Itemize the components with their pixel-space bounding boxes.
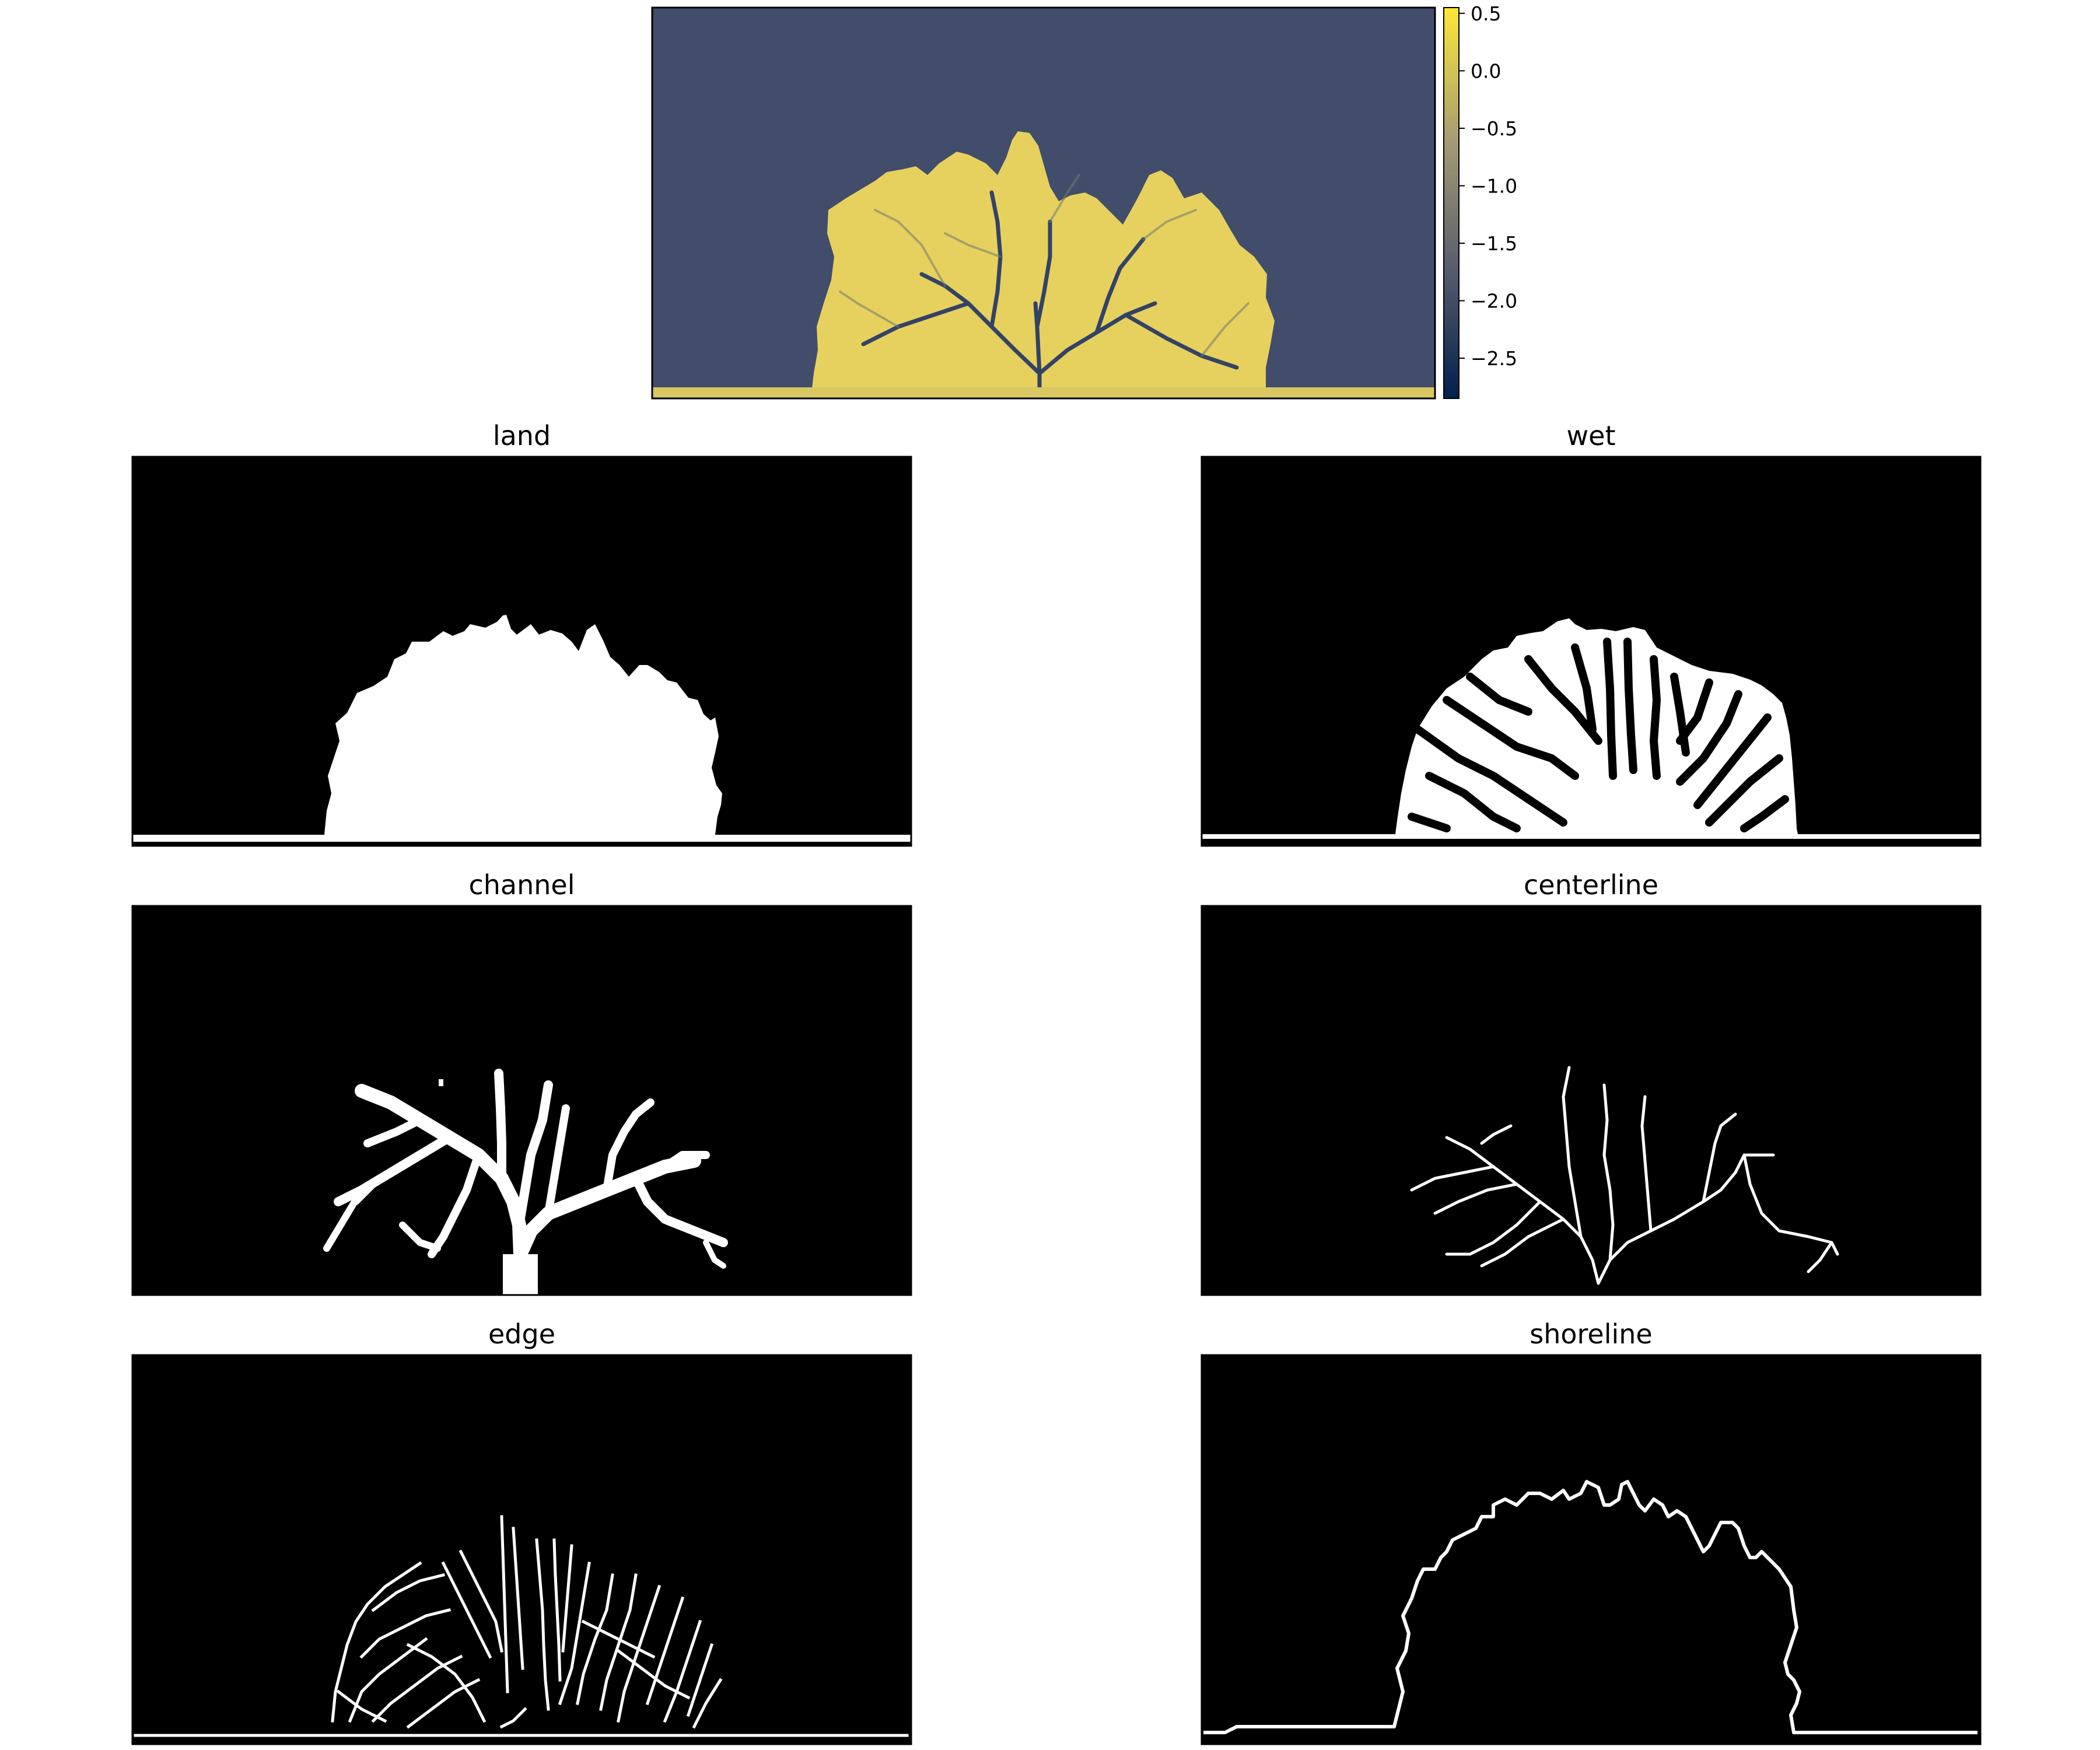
elevation-frame bbox=[651, 6, 1436, 400]
land-frame bbox=[131, 456, 912, 847]
panel-edge: edge bbox=[132, 1318, 911, 1744]
edge-shape bbox=[134, 1515, 909, 1737]
elevation-bottom-strip bbox=[652, 387, 1435, 398]
colorbar-tick-label: −2.5 bbox=[1471, 347, 1517, 370]
land-mask-region bbox=[132, 615, 911, 842]
land-shape bbox=[132, 615, 911, 842]
channel-shape bbox=[323, 1069, 728, 1295]
wet-frame bbox=[1200, 456, 1982, 847]
colorbar-tick-label: −2.0 bbox=[1471, 290, 1517, 313]
colorbar: 0.5 0.0 −0.5 −1.0 −1.5 −2.0 −2.5 bbox=[1443, 2, 1517, 399]
delta-channels bbox=[861, 190, 1239, 398]
colorbar-tick-label: 0.0 bbox=[1471, 60, 1501, 82]
edge-mask-background bbox=[132, 1355, 911, 1744]
colorbar-tick-label: 0.5 bbox=[1471, 2, 1501, 25]
land-title: land bbox=[493, 420, 551, 452]
edge-frame bbox=[131, 1354, 912, 1745]
centerline-title: centerline bbox=[1524, 869, 1658, 901]
shoreline-mask-background bbox=[1202, 1355, 1980, 1744]
shoreline-shape bbox=[1203, 1480, 1978, 1734]
mask-panels: land wet channel centerline edge shoreline bbox=[132, 420, 1980, 1744]
wet-shape bbox=[1202, 618, 1980, 839]
channel-island bbox=[439, 1079, 443, 1086]
colorbar-tick-label: −1.5 bbox=[1471, 232, 1517, 255]
channel-frame bbox=[131, 905, 912, 1296]
colorbar-ticks: 0.5 0.0 −0.5 −1.0 −1.5 −2.0 −2.5 bbox=[1459, 2, 1517, 370]
delta-channels-faint bbox=[839, 174, 1250, 357]
elevation-panel bbox=[651, 6, 1436, 400]
channel-title: channel bbox=[468, 869, 575, 901]
panel-centerline: centerline bbox=[1202, 869, 1980, 1295]
colorbar-tick-label: −0.5 bbox=[1471, 117, 1517, 140]
colorbar-gradient bbox=[1443, 7, 1460, 399]
centerline-mask-background bbox=[1202, 906, 1980, 1295]
wet-bottom-band bbox=[1202, 834, 1980, 839]
wet-title: wet bbox=[1567, 420, 1616, 452]
centerline-frame bbox=[1200, 905, 1982, 1296]
colorbar-tick-label: −1.0 bbox=[1471, 174, 1517, 197]
shoreline-frame bbox=[1200, 1354, 1982, 1745]
panel-shoreline: shoreline bbox=[1202, 1318, 1980, 1744]
shoreline-title: shoreline bbox=[1530, 1318, 1652, 1350]
elevation-delta bbox=[811, 131, 1275, 398]
centerline-shape bbox=[1410, 1066, 1839, 1285]
edge-title: edge bbox=[488, 1318, 555, 1350]
wet-dry-gaps bbox=[1408, 638, 1789, 832]
